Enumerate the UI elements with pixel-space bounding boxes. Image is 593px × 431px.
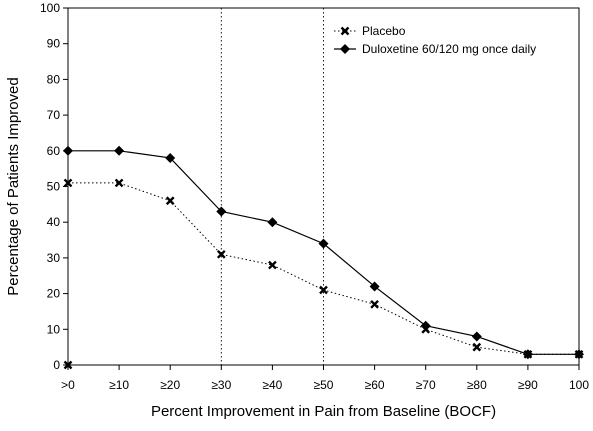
data-point-placebo (216, 249, 226, 259)
data-point-placebo (165, 196, 175, 206)
y-tick-label: 30 (47, 251, 61, 265)
data-point-duloxetine (267, 217, 278, 228)
data-point-duloxetine (165, 152, 176, 163)
y-tick-label: 0 (53, 358, 60, 372)
y-tick-label: 70 (47, 108, 61, 122)
data-point-duloxetine (420, 320, 431, 331)
data-point-duloxetine (369, 281, 380, 292)
x-tick-label: ≥20 (160, 378, 180, 392)
x-tick-label: ≥30 (211, 378, 231, 392)
data-point-placebo (268, 260, 277, 270)
data-point-placebo (370, 299, 379, 309)
data-point-duloxetine (522, 349, 533, 360)
y-tick-label: 20 (47, 287, 61, 301)
legend-marker-duloxetine (340, 44, 350, 54)
y-tick-label: 10 (47, 322, 61, 336)
x-tick-label: ≥50 (314, 378, 334, 392)
x-tick-label: ≥40 (262, 378, 282, 392)
legend-label-duloxetine: Duloxetine 60/120 mg once daily (362, 42, 536, 56)
x-tick-label: >0 (61, 378, 75, 392)
data-point-placebo (114, 178, 124, 188)
data-point-placebo (472, 342, 482, 352)
y-tick-label: 60 (47, 144, 61, 158)
x-axis-title: Percent Improvement in Pain from Baselin… (151, 403, 496, 420)
plot-frame (67, 7, 580, 366)
x-tick-label: ≥90 (518, 378, 538, 392)
y-tick-label: 80 (47, 72, 61, 86)
series-layer (63, 145, 584, 370)
x-axis: >0 ≥10 ≥20 ≥30 ≥40 ≥50 ≥60 ≥70 ≥80 ≥90 100 (61, 365, 589, 392)
data-point-placebo (319, 285, 328, 295)
legend: Placebo Duloxetine 60/120 mg once daily (334, 24, 536, 56)
y-tick-label: 90 (47, 37, 61, 51)
x-tick-label: ≥80 (467, 378, 487, 392)
y-axis-title: Percentage of Patients Improved (5, 77, 22, 295)
y-tick-label: 40 (47, 215, 61, 229)
legend-marker-placebo (340, 26, 350, 36)
data-point-duloxetine (318, 238, 329, 249)
y-tick-label: 100 (40, 1, 60, 15)
reference-lines (220, 8, 324, 365)
x-tick-label: ≥70 (416, 378, 436, 392)
data-point-duloxetine (216, 206, 227, 217)
x-tick-label: 100 (569, 378, 589, 392)
legend-label-placebo: Placebo (362, 24, 406, 38)
x-tick-label: ≥60 (365, 378, 385, 392)
y-tick-label: 50 (47, 180, 61, 194)
data-point-duloxetine (471, 331, 482, 342)
y-axis: 0 10 20 30 40 50 60 70 80 90 100 (40, 1, 68, 372)
data-point-duloxetine (114, 145, 125, 156)
x-tick-label: ≥10 (109, 378, 129, 392)
